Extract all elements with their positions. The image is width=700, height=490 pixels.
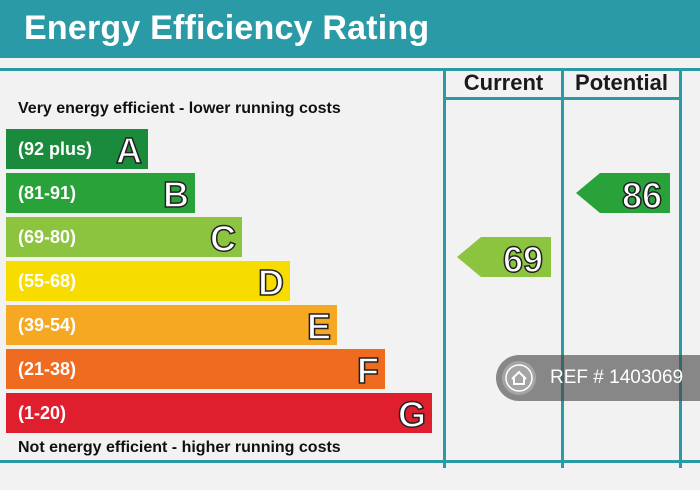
band-letter: E bbox=[306, 305, 332, 348]
column-potential-heading: Potential bbox=[575, 70, 668, 95]
divider-left bbox=[443, 68, 446, 468]
top-caption: Very energy efficient - lower running co… bbox=[18, 100, 341, 117]
reference-text: REF # 1403069 bbox=[550, 367, 684, 388]
band-range-label: (69-80) bbox=[18, 227, 77, 247]
band-b: (81-91) B bbox=[6, 173, 195, 216]
band-range-label: (39-54) bbox=[18, 315, 77, 335]
home-icon bbox=[502, 361, 536, 395]
rating-chart bbox=[0, 68, 700, 463]
page-title: Energy Efficiency Rating bbox=[24, 9, 430, 47]
band-letter: C bbox=[209, 217, 237, 260]
divider-middle bbox=[561, 68, 564, 468]
band-letter: D bbox=[257, 261, 285, 304]
potential-rating-arrow: 86 bbox=[576, 173, 670, 217]
band-letter: G bbox=[397, 393, 427, 436]
current-rating-arrow: 69 bbox=[457, 237, 551, 281]
band-letter: B bbox=[162, 173, 190, 216]
band-range-label: (81-91) bbox=[18, 183, 77, 203]
band-range-label: (1-20) bbox=[18, 403, 67, 423]
band-f: (21-38) F bbox=[6, 349, 385, 392]
column-current-heading: Current bbox=[463, 70, 544, 95]
reference-badge[interactable]: REF # 1403069 bbox=[496, 355, 700, 401]
potential-rating-value: 86 bbox=[621, 174, 663, 217]
band-d: (55-68) D bbox=[6, 261, 290, 304]
bottom-caption: Not energy efficient - higher running co… bbox=[18, 439, 341, 456]
band-e: (39-54) E bbox=[6, 305, 337, 348]
band-c: (69-80) C bbox=[6, 217, 242, 260]
column-header-rule bbox=[443, 97, 682, 100]
band-letter: F bbox=[356, 349, 380, 392]
band-a: (92 plus) A bbox=[6, 129, 148, 172]
band-range-label: (55-68) bbox=[18, 271, 77, 291]
header-bar: Energy Efficiency Rating bbox=[0, 0, 700, 58]
band-range-label: (92 plus) bbox=[18, 139, 93, 159]
current-rating-value: 69 bbox=[502, 238, 544, 281]
divider-right bbox=[679, 68, 682, 468]
band-g: (1-20) G bbox=[6, 393, 432, 436]
band-range-label: (21-38) bbox=[18, 359, 77, 379]
band-letter: A bbox=[115, 129, 143, 172]
